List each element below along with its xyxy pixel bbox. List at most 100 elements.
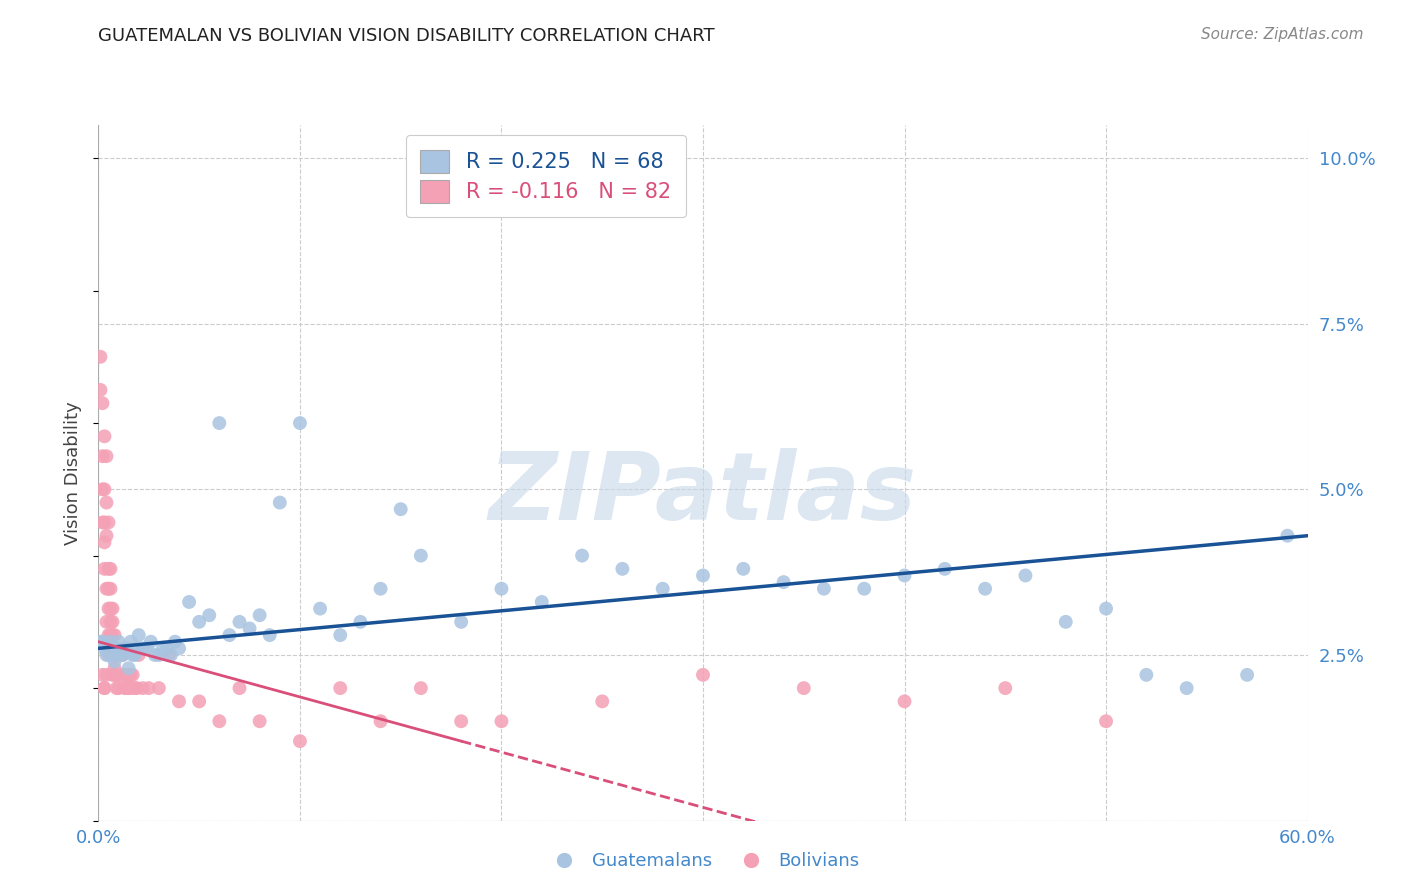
Point <box>91 634 114 648</box>
Point <box>692 668 714 682</box>
Point <box>143 648 166 662</box>
Point <box>167 641 190 656</box>
Point <box>934 562 956 576</box>
Point <box>733 562 755 576</box>
Point <box>269 495 291 509</box>
Text: ZIPatlas: ZIPatlas <box>489 448 917 540</box>
Legend: Guatemalans, Bolivians: Guatemalans, Bolivians <box>538 846 868 878</box>
Point <box>370 714 392 729</box>
Point <box>1277 529 1299 543</box>
Point <box>118 681 141 695</box>
Point <box>156 641 179 656</box>
Point <box>249 608 271 623</box>
Point <box>101 648 124 662</box>
Point <box>772 575 794 590</box>
Point <box>103 648 125 662</box>
Text: GUATEMALAN VS BOLIVIAN VISION DISABILITY CORRELATION CHART: GUATEMALAN VS BOLIVIAN VISION DISABILITY… <box>98 27 716 45</box>
Point <box>93 641 115 656</box>
Point <box>1054 615 1077 629</box>
Point <box>1135 668 1157 682</box>
Point <box>91 396 114 410</box>
Point <box>571 549 593 563</box>
Point <box>813 582 835 596</box>
Point <box>1236 668 1258 682</box>
Point <box>793 681 815 695</box>
Point <box>105 648 128 662</box>
Point <box>152 641 174 656</box>
Point <box>1095 714 1118 729</box>
Point <box>591 694 613 708</box>
Point <box>93 516 115 530</box>
Point <box>89 383 111 397</box>
Point <box>101 668 124 682</box>
Point <box>101 648 124 662</box>
Point <box>450 714 472 729</box>
Point <box>128 628 150 642</box>
Point <box>107 634 129 648</box>
Point <box>135 641 157 656</box>
Point <box>1014 568 1036 582</box>
Point <box>132 681 155 695</box>
Point <box>157 648 180 662</box>
Point <box>96 495 118 509</box>
Point <box>110 668 132 682</box>
Point <box>198 608 221 623</box>
Point <box>160 648 183 662</box>
Point <box>188 694 211 708</box>
Point <box>103 668 125 682</box>
Point <box>491 714 513 729</box>
Point <box>121 668 143 682</box>
Point <box>329 681 352 695</box>
Point <box>249 714 271 729</box>
Point <box>1175 681 1198 695</box>
Point <box>148 681 170 695</box>
Y-axis label: Vision Disability: Vision Disability <box>65 401 83 545</box>
Point <box>97 641 120 656</box>
Point <box>107 681 129 695</box>
Point <box>288 416 311 430</box>
Point <box>111 668 134 682</box>
Point <box>125 641 148 656</box>
Point <box>115 681 138 695</box>
Point <box>93 483 115 497</box>
Point <box>107 648 129 662</box>
Point <box>96 582 118 596</box>
Point <box>208 714 231 729</box>
Point <box>120 634 142 648</box>
Point <box>114 641 136 656</box>
Point <box>100 562 122 576</box>
Point <box>105 641 128 656</box>
Point <box>96 615 118 629</box>
Point <box>97 601 120 615</box>
Point <box>853 582 876 596</box>
Point <box>118 668 141 682</box>
Point <box>91 516 114 530</box>
Point <box>120 668 142 682</box>
Point <box>91 449 114 463</box>
Point <box>97 562 120 576</box>
Point <box>974 582 997 596</box>
Point <box>111 648 134 662</box>
Point <box>370 582 392 596</box>
Point <box>228 615 250 629</box>
Point <box>97 582 120 596</box>
Point <box>329 628 352 642</box>
Point <box>91 483 114 497</box>
Point <box>692 568 714 582</box>
Point <box>96 449 118 463</box>
Point <box>100 615 122 629</box>
Point <box>100 628 122 642</box>
Point <box>93 562 115 576</box>
Point <box>101 628 124 642</box>
Point <box>89 634 111 648</box>
Point <box>288 734 311 748</box>
Point <box>138 681 160 695</box>
Point <box>101 601 124 615</box>
Point <box>107 668 129 682</box>
Point <box>105 681 128 695</box>
Point <box>259 628 281 642</box>
Point <box>893 694 915 708</box>
Point <box>124 648 146 662</box>
Point <box>124 681 146 695</box>
Point <box>128 648 150 662</box>
